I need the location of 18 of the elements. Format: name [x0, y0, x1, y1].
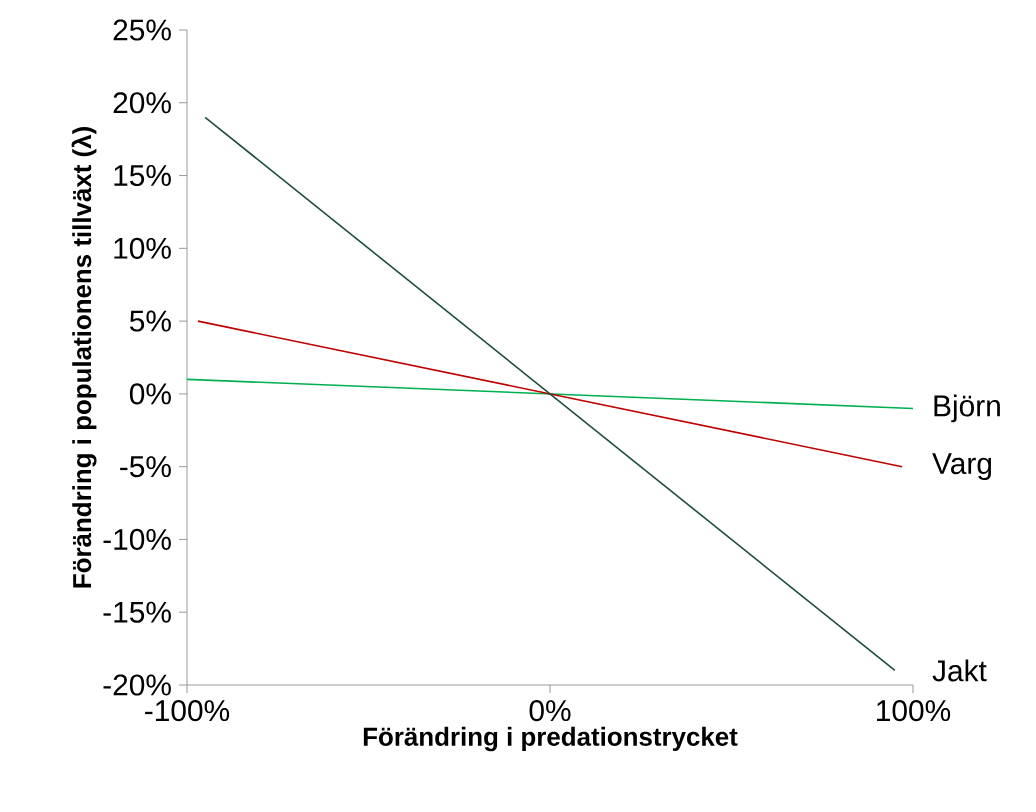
x-tick-label: -100%	[145, 700, 230, 722]
y-tick-label: 10%	[114, 237, 171, 259]
y-tick-label: -15%	[103, 601, 171, 623]
y-tick-label: 20%	[113, 92, 171, 114]
series-label: Jakt	[932, 659, 987, 682]
y-tick-label: -5%	[120, 456, 171, 478]
y-tick-label: 0%	[129, 383, 171, 405]
y-tick-label: 25%	[113, 19, 171, 41]
y-tick-label: -20%	[103, 674, 171, 696]
x-axis-title: Förändring i predationstrycket	[363, 726, 738, 752]
y-tick-label: 5%	[129, 310, 171, 332]
x-tick-label: 0%	[529, 700, 571, 722]
y-tick-label: 15%	[114, 165, 171, 187]
y-tick-label: -10%	[103, 528, 171, 551]
series-label: Varg	[932, 453, 992, 481]
x-tick-label: 100%	[877, 700, 951, 722]
series-label: Björn	[934, 394, 1000, 423]
y-axis-title: Förändring i populationens tillväxt (λ)	[71, 127, 97, 588]
